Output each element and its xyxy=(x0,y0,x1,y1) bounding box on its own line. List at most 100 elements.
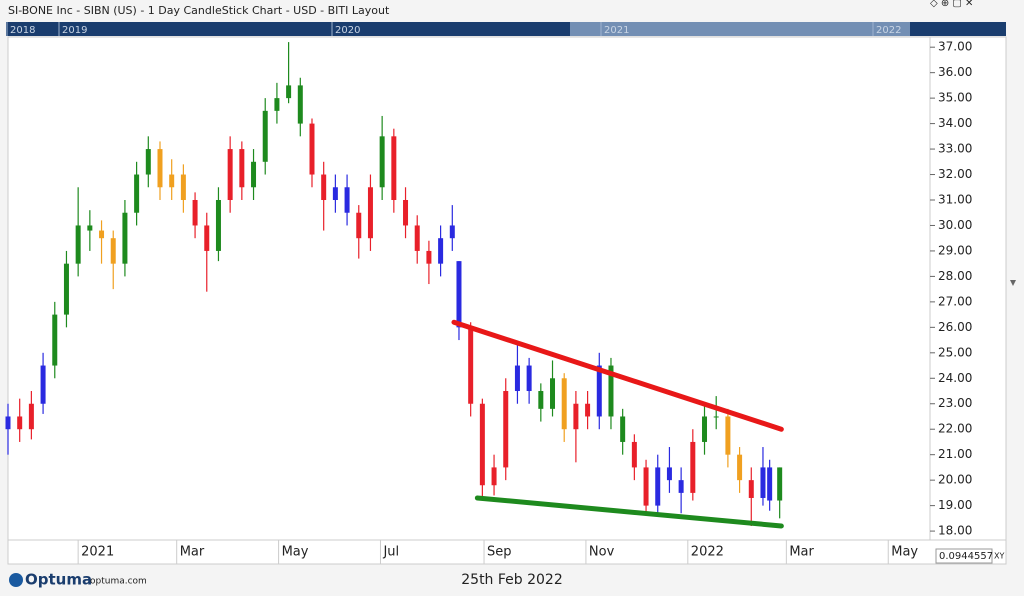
navigator-label: 2021 xyxy=(604,25,629,36)
x-tick-label: Nov xyxy=(589,545,615,560)
candle-body xyxy=(180,174,186,200)
candle-body xyxy=(286,85,292,99)
candle-body xyxy=(538,391,544,409)
candle-body xyxy=(40,365,46,404)
candle-body xyxy=(678,480,684,493)
candle-body xyxy=(526,365,532,392)
y-tick-label: 20.00 xyxy=(938,473,972,487)
date: 25th Feb 2022 xyxy=(461,572,563,588)
y-tick-label: 33.00 xyxy=(938,142,972,156)
y-tick-label: 36.00 xyxy=(938,65,972,79)
candle-body xyxy=(63,263,69,315)
y-tick-label: 21.00 xyxy=(938,447,972,461)
candle-body xyxy=(309,123,315,175)
candle-body xyxy=(17,416,23,430)
candle-body xyxy=(426,250,432,264)
candle-body xyxy=(75,225,81,264)
collapse-arrow[interactable] xyxy=(1010,280,1016,286)
candle-body xyxy=(332,187,338,200)
candle-body xyxy=(52,314,58,366)
y-tick-label: 37.00 xyxy=(938,40,972,54)
navigator-label: 2018 xyxy=(10,25,35,36)
y-tick-label: 27.00 xyxy=(938,294,972,308)
candle-body xyxy=(643,467,649,506)
candle-body xyxy=(479,403,485,486)
x-tick-label: Jul xyxy=(382,545,399,560)
candle-body xyxy=(666,467,672,481)
candle-body xyxy=(215,199,221,251)
candle-body xyxy=(596,365,602,417)
candle-body xyxy=(713,416,719,418)
candle-body xyxy=(169,174,175,188)
candle-body xyxy=(573,403,579,430)
candle-body xyxy=(702,416,708,442)
candle-body xyxy=(122,212,128,264)
plot-area xyxy=(7,36,931,541)
navigator-label: 2020 xyxy=(335,25,360,36)
x-tick-label: May xyxy=(282,545,309,560)
candle-body xyxy=(262,110,268,162)
x-tick-label: Mar xyxy=(180,545,205,560)
readout: 0.0944557 xyxy=(939,551,993,562)
candle-body xyxy=(550,378,556,409)
y-tick-label: 28.00 xyxy=(938,269,972,283)
window-icons[interactable]: ◇ ⊕ ▢ ✕ xyxy=(930,0,973,9)
y-tick-label: 35.00 xyxy=(938,91,972,105)
readout-box xyxy=(935,548,993,564)
y-tick-label: 32.00 xyxy=(938,167,972,181)
candle-body xyxy=(725,416,731,455)
candle-body xyxy=(297,85,303,124)
x-tick-label: May xyxy=(891,545,918,560)
candle-body xyxy=(110,238,116,264)
y-tick-label: 31.00 xyxy=(938,192,972,206)
candle-body xyxy=(620,416,626,442)
candle-body xyxy=(690,441,696,493)
candle-body xyxy=(344,187,350,213)
y-tick-label: 26.00 xyxy=(938,320,972,334)
y-tick-label: 19.00 xyxy=(938,498,972,512)
candle-body xyxy=(503,391,509,468)
candle-body xyxy=(239,149,245,188)
candle-body xyxy=(145,149,151,175)
brand: Optuma xyxy=(25,571,92,589)
trendline xyxy=(451,319,784,432)
y-tick-label: 34.00 xyxy=(938,116,972,130)
candle-body xyxy=(655,467,661,506)
x-tick-label: Sep xyxy=(487,545,512,560)
y-tick-label: 23.00 xyxy=(938,396,972,410)
candle-body xyxy=(192,199,198,226)
candle-body xyxy=(561,378,567,430)
candle-body xyxy=(87,225,93,231)
candle-body xyxy=(468,327,474,404)
candle-body xyxy=(227,149,233,200)
y-axis-panel xyxy=(929,36,1007,541)
y-tick-label: 25.00 xyxy=(938,345,972,359)
candle-body xyxy=(367,187,373,239)
navigator-label: 2022 xyxy=(876,25,901,36)
candle-body xyxy=(585,403,591,417)
candle-body xyxy=(356,212,362,239)
x-tick-label: Mar xyxy=(789,545,814,560)
y-tick-label: 29.00 xyxy=(938,243,972,257)
candle-body xyxy=(251,161,257,188)
y-tick-label: 24.00 xyxy=(938,371,972,385)
mode[interactable]: XY xyxy=(994,552,1004,561)
candle-body xyxy=(491,467,497,486)
candle-body xyxy=(403,199,409,226)
x-tick-label: 2021 xyxy=(81,545,114,560)
candle-body xyxy=(157,149,163,188)
y-tick-label: 18.00 xyxy=(938,524,972,538)
trendline xyxy=(474,495,784,529)
candle-body xyxy=(274,98,280,111)
candle-body xyxy=(748,480,754,498)
candle-body xyxy=(5,416,11,430)
candle-body xyxy=(28,403,34,430)
candle-body xyxy=(514,365,520,392)
candle-body xyxy=(608,365,614,417)
candle-body xyxy=(737,454,743,481)
chart-title: SI-BONE Inc - SIBN (US) - 1 Day CandleSt… xyxy=(8,4,390,17)
candle-body xyxy=(321,174,327,200)
y-tick-label: 22.00 xyxy=(938,422,972,436)
navigator-window[interactable] xyxy=(570,22,910,36)
